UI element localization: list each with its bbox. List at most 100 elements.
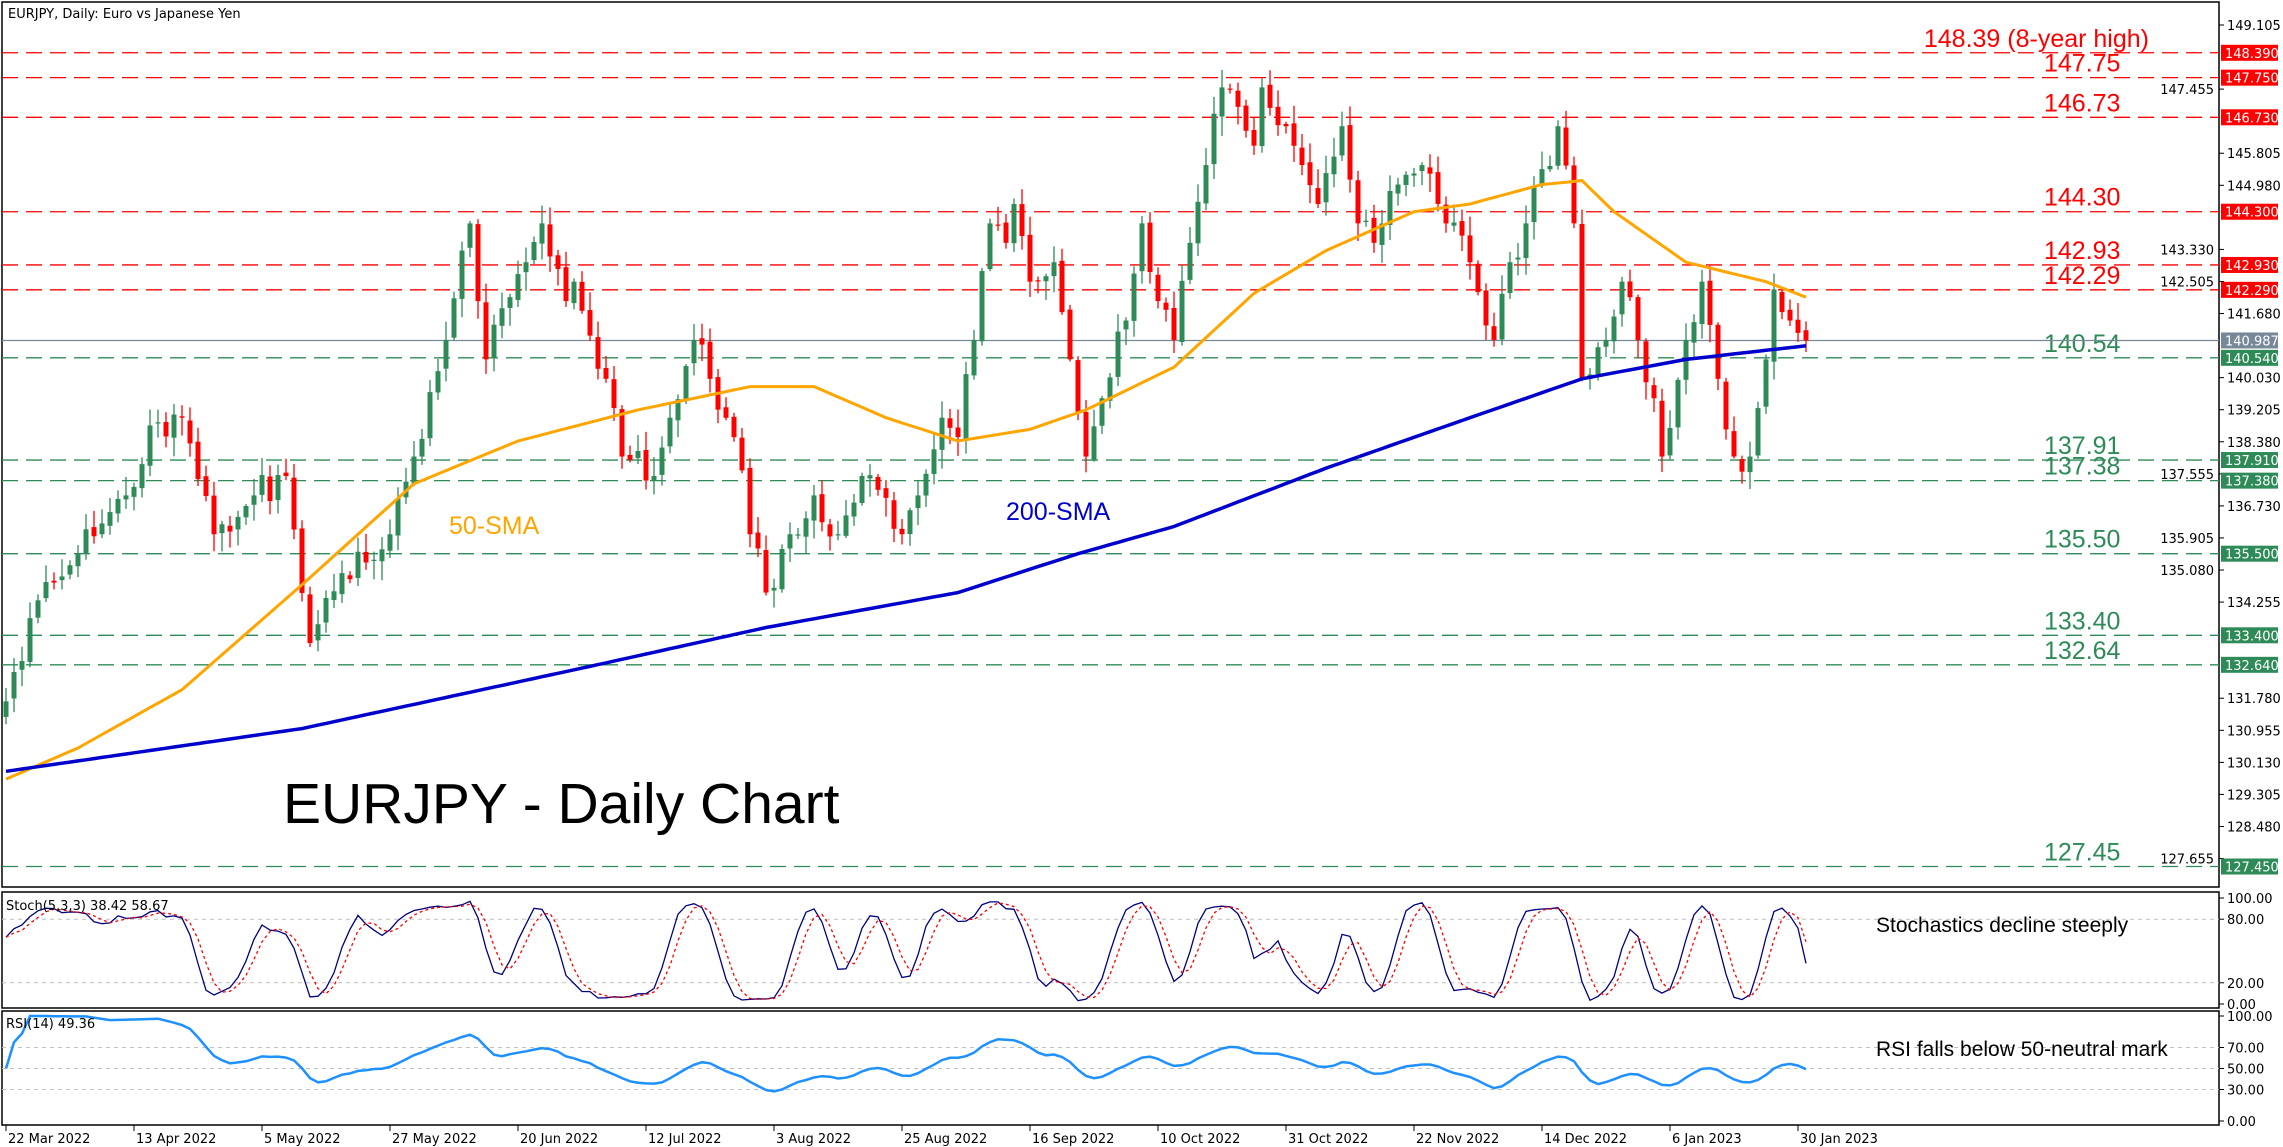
bearish-candle	[1347, 106, 1353, 193]
candle-body	[211, 495, 217, 535]
bullish-candle	[251, 479, 257, 521]
bullish-candle	[971, 329, 977, 380]
price-tick-label: 145.805	[2227, 147, 2281, 162]
candle-body	[123, 495, 129, 500]
bullish-candle	[779, 544, 785, 593]
bearish-candle	[51, 572, 57, 590]
bullish-candle	[387, 519, 393, 558]
candle-body	[235, 516, 241, 530]
rsi-tick-label: 30.00	[2227, 1084, 2264, 1099]
bullish-candle	[835, 520, 841, 541]
candle-body	[507, 297, 513, 308]
candle-body	[1187, 242, 1193, 280]
rsi-tick-label: 100.00	[2227, 1010, 2273, 1025]
bullish-candle	[1747, 441, 1753, 489]
candle-body	[555, 255, 561, 270]
candle-body	[1787, 309, 1793, 321]
bearish-candle	[1283, 121, 1289, 134]
candle-body	[363, 551, 369, 563]
candle-body	[587, 310, 593, 336]
candle-body	[443, 339, 449, 369]
level-badge-text: 133.400	[2225, 629, 2279, 644]
bullish-candle	[1259, 78, 1265, 153]
candle-body	[11, 671, 17, 699]
bullish-candle	[1691, 314, 1697, 360]
date-tick-label: 10 Oct 2022	[1160, 1132, 1240, 1147]
main-price-panel	[1, 1, 2220, 888]
candle-body	[75, 553, 81, 567]
candle-body	[955, 427, 961, 438]
candle-body	[627, 454, 633, 460]
level-badge	[2221, 545, 2278, 562]
bullish-candle	[923, 469, 929, 507]
bullish-candle	[1403, 171, 1409, 197]
candle-body	[1547, 165, 1553, 170]
bullish-candle	[171, 404, 177, 457]
candle-body	[1643, 341, 1649, 383]
price-tick-label: 135.905	[2160, 532, 2214, 547]
bullish-candle	[147, 409, 153, 477]
bearish-candle	[227, 515, 233, 548]
candle-body	[659, 447, 665, 475]
bullish-candle	[515, 260, 521, 307]
candle-body	[539, 223, 545, 244]
candle-body	[595, 337, 601, 369]
bearish-candle	[619, 405, 625, 469]
level-badge-text: 127.450	[2225, 861, 2279, 876]
candle-body	[747, 467, 753, 535]
candle-body	[907, 510, 913, 535]
candle-body	[931, 449, 937, 474]
candle-body	[427, 392, 433, 439]
candle-body	[819, 494, 825, 523]
candle-body	[963, 374, 969, 440]
candle-body	[811, 495, 817, 521]
bullish-candle	[539, 205, 545, 260]
candle-body	[939, 417, 945, 450]
price-tick-label: 147.455	[2160, 83, 2214, 98]
candle-body	[1699, 281, 1705, 325]
level-label: 133.40	[2044, 607, 2120, 635]
candle-body	[771, 587, 777, 591]
candle-body	[1675, 379, 1681, 428]
bullish-candle	[1667, 410, 1673, 460]
candle-body	[987, 223, 993, 270]
candle-body	[1267, 84, 1273, 108]
bearish-candle	[1707, 265, 1713, 343]
level-badge-text: 137.380	[2225, 475, 2279, 490]
bullish-candle	[659, 436, 665, 486]
candle-body	[1731, 431, 1737, 457]
candle-body	[731, 416, 737, 438]
candle-body	[1203, 165, 1209, 204]
price-tick-label: 128.480	[2227, 820, 2281, 835]
candle-body	[971, 339, 977, 376]
bullish-candle	[1123, 317, 1129, 345]
candle-body	[299, 528, 305, 593]
candle-body	[531, 242, 537, 260]
candle-body	[99, 523, 105, 535]
candle-body	[1747, 456, 1753, 473]
bearish-candle	[1251, 117, 1257, 155]
bearish-candle	[1635, 294, 1641, 358]
bullish-candle	[323, 590, 329, 633]
bullish-candle	[419, 428, 425, 465]
candle-body	[435, 371, 441, 393]
level-badge	[2221, 44, 2278, 61]
candle-body	[219, 524, 225, 534]
bullish-candle	[1499, 275, 1505, 346]
bearish-candle	[1659, 388, 1665, 473]
candle-body	[467, 223, 473, 248]
bullish-candle	[1387, 175, 1393, 241]
price-tick-label: 138.380	[2227, 436, 2281, 451]
bearish-candle	[1643, 338, 1649, 400]
bullish-candle	[667, 403, 673, 454]
bearish-candle	[995, 206, 1001, 231]
candle-body	[851, 502, 857, 517]
candle-body	[1091, 426, 1097, 460]
candle-body	[1555, 126, 1561, 166]
bullish-candle	[1211, 96, 1217, 180]
price-tick-label: 139.205	[2227, 404, 2281, 419]
level-label: 140.54	[2044, 330, 2121, 358]
candle-body	[899, 528, 905, 535]
bullish-candle	[19, 646, 25, 687]
level-badge	[2221, 656, 2278, 673]
